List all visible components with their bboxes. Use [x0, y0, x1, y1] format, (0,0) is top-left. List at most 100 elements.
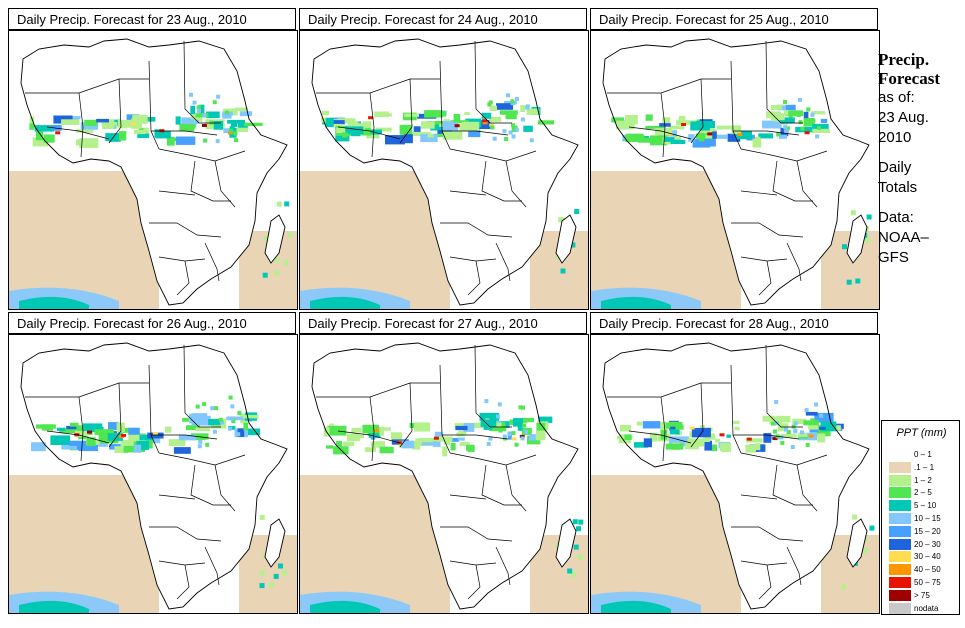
country-border: [442, 130, 509, 136]
precip-cell: [820, 118, 828, 123]
precip-cell: [133, 129, 146, 135]
precip-cell: [117, 119, 136, 128]
precip-cell: [209, 120, 214, 125]
precip-cell-intense: [772, 437, 778, 441]
precip-cell: [278, 563, 283, 569]
precip-cell: [791, 424, 796, 429]
precip-cell: [259, 583, 265, 589]
precip-cell: [328, 120, 345, 124]
precip-cell: [199, 104, 205, 115]
precip-cell: [41, 424, 54, 431]
precip-cell: [798, 432, 817, 441]
precip-cell: [800, 430, 804, 435]
precip-cell: [202, 113, 207, 118]
legend-swatch: [889, 538, 911, 550]
precip-cell: [234, 138, 238, 143]
precip-cell: [242, 414, 259, 419]
precip-cell: [678, 115, 686, 123]
country-border: [474, 40, 512, 124]
precip-cell: [535, 430, 546, 441]
precip-map: [8, 30, 298, 310]
legend-swatch: [889, 474, 911, 486]
precip-cell: [197, 444, 202, 449]
forecast-panel: Daily Precip. Forecast for 27 Aug., 2010: [299, 312, 589, 614]
precip-cell: [182, 417, 189, 422]
precip-cell: [94, 429, 115, 435]
forecast-panel: Daily Precip. Forecast for 25 Aug., 2010: [590, 8, 880, 310]
precip-cell: [401, 440, 415, 449]
precip-cell: [734, 426, 740, 431]
country-border: [316, 78, 440, 94]
precip-cell: [132, 114, 148, 124]
precip-cell: [643, 438, 652, 448]
asof-date: 23 Aug.: [878, 109, 929, 126]
country-border: [449, 452, 537, 466]
precip-cell: [215, 139, 220, 144]
precip-cell: [785, 126, 790, 131]
legend-label: nodata: [914, 603, 939, 613]
precip-cell: [479, 412, 500, 421]
precip-cell: [430, 124, 444, 131]
precip-cell: [335, 135, 350, 142]
coastline: [20, 342, 288, 610]
precip-cell: [793, 421, 798, 426]
precip-cell: [230, 416, 235, 421]
southern-ocean-rain: [310, 600, 380, 613]
precip-cell-intense: [707, 132, 713, 136]
precip-cell: [506, 93, 510, 98]
precip-cell: [814, 402, 819, 407]
precip-cell-intense: [55, 131, 61, 135]
precip-cell: [660, 430, 668, 440]
precip-cell: [520, 105, 526, 112]
precip-cell: [726, 434, 731, 438]
precip-cell: [696, 121, 715, 129]
country-border: [607, 382, 731, 398]
legend-title: PPT (mm): [896, 427, 947, 439]
precip-cell: [774, 400, 779, 404]
precip-cell: [515, 96, 519, 101]
precip-cell: [511, 431, 516, 436]
precip-cell-intense: [227, 131, 233, 135]
precip-cell: [410, 131, 431, 136]
precip-cell: [468, 129, 481, 138]
precip-cell: [212, 429, 217, 434]
country-border: [78, 92, 84, 158]
precip-cell: [86, 437, 96, 446]
precip-map: [8, 334, 298, 614]
precip-cell: [703, 433, 710, 442]
precip-cell: [347, 123, 365, 130]
precip-cell-intense: [519, 434, 525, 438]
precip-cell: [190, 119, 195, 124]
country-border: [731, 222, 804, 238]
precip-cell: [526, 108, 540, 115]
precip-cell: [810, 418, 815, 423]
precip-cell: [634, 442, 648, 448]
precip-cell: [814, 412, 834, 423]
panel-title: Daily Precip. Forecast for 28 Aug., 2010: [590, 312, 878, 334]
precip-cell: [803, 111, 809, 119]
country-border: [758, 260, 772, 296]
precip-cell: [61, 119, 80, 125]
precip-cell: [101, 119, 115, 129]
precip-cell: [815, 134, 820, 139]
precip-cell: [442, 446, 448, 457]
precip-cell: [399, 124, 413, 135]
precip-cell: [573, 544, 579, 550]
country-border: [660, 92, 666, 158]
precip-cell-intense: [482, 119, 487, 123]
country-border: [158, 190, 196, 196]
precip-cell: [817, 433, 826, 443]
precip-cell: [197, 108, 201, 113]
precip-cell: [198, 439, 203, 444]
precip-cell: [522, 423, 527, 428]
precip-map: [590, 30, 880, 310]
precip-cell: [852, 514, 858, 520]
country-border: [25, 78, 149, 94]
precip-cell: [514, 127, 519, 132]
panel-title: Daily Precip. Forecast for 25 Aug., 2010: [590, 8, 878, 30]
precip-cell: [523, 125, 533, 132]
precip-cell: [783, 110, 789, 116]
precip-cell: [611, 117, 624, 123]
precip-cell-intense: [373, 428, 379, 432]
precip-cell: [149, 435, 161, 444]
